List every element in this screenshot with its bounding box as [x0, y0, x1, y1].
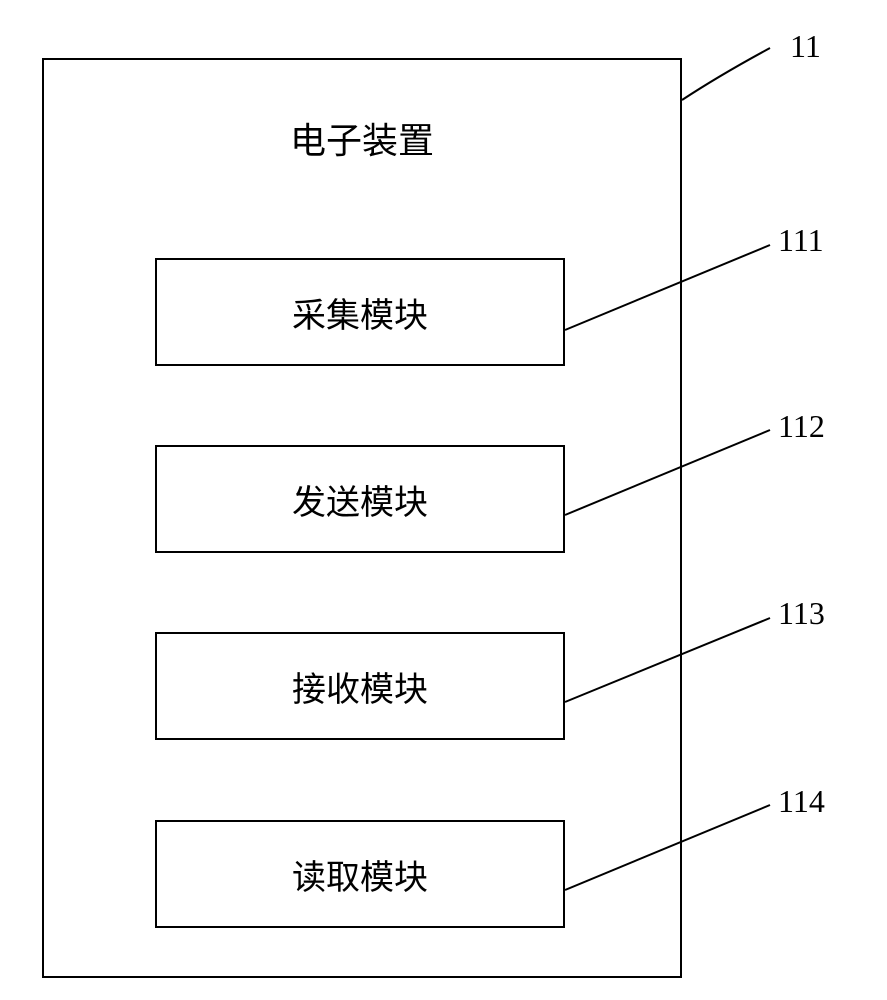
module-box-read: 读取模块 — [155, 820, 565, 928]
module-label-0: 111 — [778, 222, 824, 259]
module-label-1: 112 — [778, 408, 825, 445]
module-box-send: 发送模块 — [155, 445, 565, 553]
outer-leader-line — [682, 48, 770, 100]
module-title: 发送模块 — [292, 475, 428, 524]
module-box-collect: 采集模块 — [155, 258, 565, 366]
module-label-3: 114 — [778, 783, 825, 820]
module-title: 接收模块 — [292, 662, 428, 711]
outer-container-title: 电子装置 — [44, 112, 680, 164]
outer-label: 11 — [790, 28, 821, 65]
module-title: 采集模块 — [292, 288, 428, 337]
module-box-receive: 接收模块 — [155, 632, 565, 740]
module-label-2: 113 — [778, 595, 825, 632]
module-title: 读取模块 — [292, 850, 428, 899]
